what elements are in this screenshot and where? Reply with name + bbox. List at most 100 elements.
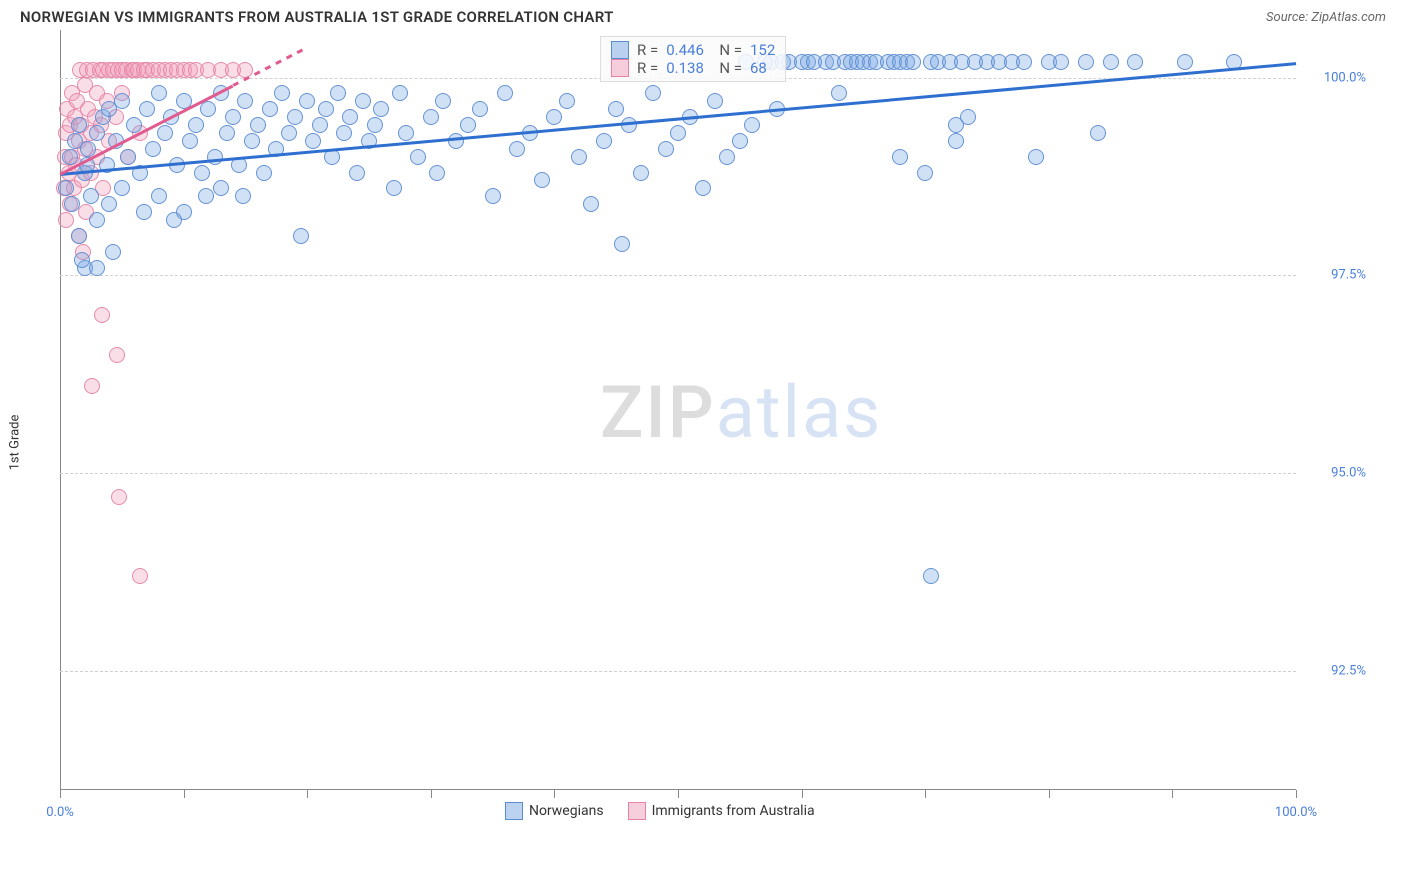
x-tick <box>1296 790 1297 798</box>
data-point <box>83 188 99 204</box>
data-point <box>250 117 266 133</box>
data-point <box>583 196 599 212</box>
chart-title: NORWEGIAN VS IMMIGRANTS FROM AUSTRALIA 1… <box>20 8 614 26</box>
data-point <box>336 125 352 141</box>
data-point <box>71 228 87 244</box>
x-tick <box>60 790 61 798</box>
data-point <box>219 125 235 141</box>
data-point <box>287 109 303 125</box>
data-point <box>120 149 136 165</box>
legend-item: Immigrants from Australia <box>628 802 815 820</box>
data-point <box>114 180 130 196</box>
data-point <box>948 117 964 133</box>
data-point <box>198 188 214 204</box>
data-point <box>244 133 260 149</box>
data-point <box>89 125 105 141</box>
data-point <box>305 133 321 149</box>
data-point <box>89 212 105 228</box>
data-point <box>1028 149 1044 165</box>
data-point <box>423 109 439 125</box>
data-point <box>274 85 290 101</box>
data-point <box>485 188 501 204</box>
data-point <box>318 101 334 117</box>
x-tick <box>678 790 679 798</box>
x-tick-label: 100.0% <box>1275 805 1317 820</box>
data-point <box>225 109 241 125</box>
data-point <box>62 149 78 165</box>
chart-header: NORWEGIAN VS IMMIGRANTS FROM AUSTRALIA 1… <box>0 0 1406 30</box>
stats-row: R = 0.446 N = 152 <box>611 41 775 59</box>
data-point <box>645 85 661 101</box>
data-point <box>109 347 125 363</box>
data-point <box>237 93 253 109</box>
data-point <box>349 165 365 181</box>
legend-label: Immigrants from Australia <box>652 803 815 819</box>
stat-r-value: 0.138 <box>666 59 704 77</box>
series-swatch <box>611 59 629 77</box>
data-point <box>145 141 161 157</box>
x-tick-label: 0.0% <box>46 805 74 820</box>
stat-n-value: 68 <box>750 59 767 77</box>
data-point <box>373 101 389 117</box>
data-point <box>744 117 760 133</box>
data-point <box>1016 54 1032 70</box>
data-point <box>707 93 723 109</box>
data-point <box>299 93 315 109</box>
data-point <box>89 260 105 276</box>
data-point <box>831 85 847 101</box>
data-point <box>367 117 383 133</box>
stat-label: R = <box>637 41 658 59</box>
legend-item: Norwegians <box>505 802 604 820</box>
data-point <box>200 101 216 117</box>
data-point <box>84 378 100 394</box>
data-point <box>293 228 309 244</box>
watermark: ZIPatlas <box>600 370 882 455</box>
y-axis-line <box>60 30 61 790</box>
data-point <box>157 125 173 141</box>
data-point <box>596 133 612 149</box>
data-point <box>182 133 198 149</box>
data-point <box>58 212 74 228</box>
legend-label: Norwegians <box>529 803 604 819</box>
data-point <box>386 180 402 196</box>
data-point <box>905 54 921 70</box>
data-point <box>64 196 80 212</box>
source-credit: Source: ZipAtlas.com <box>1266 10 1386 25</box>
y-tick-label: 92.5% <box>1306 664 1366 679</box>
data-point <box>105 244 121 260</box>
legend-swatch <box>628 802 646 820</box>
data-point <box>923 568 939 584</box>
data-point <box>71 117 87 133</box>
data-point <box>571 149 587 165</box>
gridline-h <box>60 473 1296 474</box>
data-point <box>1103 54 1119 70</box>
data-point <box>948 133 964 149</box>
y-tick-label: 95.0% <box>1306 466 1366 481</box>
data-point <box>235 188 251 204</box>
data-point <box>1177 54 1193 70</box>
data-point <box>534 172 550 188</box>
data-point <box>114 93 130 109</box>
plot-region: 92.5%95.0%97.5%100.0%0.0%100.0%ZIPatlasR… <box>60 30 1296 790</box>
data-point <box>1053 54 1069 70</box>
data-point <box>509 141 525 157</box>
data-point <box>139 101 155 117</box>
x-tick <box>1172 790 1173 798</box>
data-point <box>330 85 346 101</box>
data-point <box>281 125 297 141</box>
data-point <box>194 165 210 181</box>
data-point <box>207 149 223 165</box>
data-point <box>670 125 686 141</box>
data-point <box>448 133 464 149</box>
data-point <box>435 93 451 109</box>
data-point <box>614 236 630 252</box>
series-swatch <box>611 41 629 59</box>
data-point <box>472 101 488 117</box>
data-point <box>74 252 90 268</box>
data-point <box>429 165 445 181</box>
data-point <box>1127 54 1143 70</box>
gridline-h <box>60 275 1296 276</box>
x-tick <box>554 790 555 798</box>
data-point <box>633 165 649 181</box>
x-tick <box>925 790 926 798</box>
